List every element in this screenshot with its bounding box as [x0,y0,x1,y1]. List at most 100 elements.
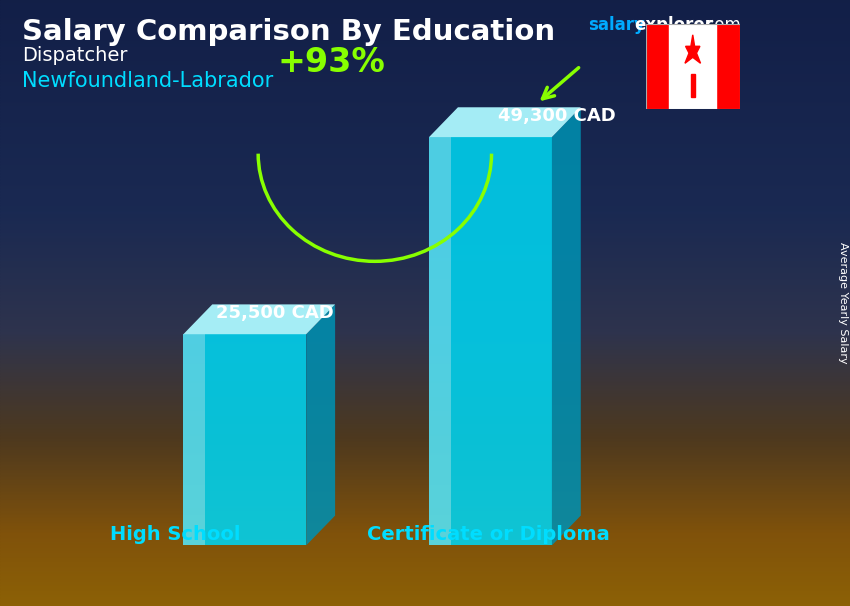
Bar [0,183,850,185]
Bar [0,156,850,158]
Bar [0,258,850,259]
Bar [0,0,850,1]
Bar [0,233,850,235]
Bar [0,315,850,316]
Bar [0,497,850,498]
Bar [0,150,850,152]
Text: High School: High School [110,525,241,544]
Bar [0,18,850,19]
Text: Average Yearly Salary: Average Yearly Salary [838,242,848,364]
Bar [0,222,850,224]
Bar [0,89,850,91]
Bar [0,479,850,480]
Bar [0,303,850,304]
Bar [0,232,850,233]
Bar [0,391,850,393]
Bar [0,376,850,377]
Bar [0,191,850,193]
Bar [0,201,850,203]
Polygon shape [206,335,306,545]
Bar [0,451,850,453]
Bar [0,238,850,239]
Bar [0,118,850,120]
Bar [0,506,850,508]
Bar [0,400,850,401]
Bar [0,504,850,506]
Bar [0,426,850,427]
Polygon shape [306,304,335,545]
Bar [0,182,850,183]
Bar [0,155,850,156]
Bar [0,345,850,347]
Bar [0,158,850,159]
Bar [0,509,850,510]
Bar [0,15,850,16]
Bar [0,65,850,67]
Bar [0,115,850,116]
Bar [0,480,850,482]
Bar [0,253,850,255]
Bar [0,389,850,391]
Bar [0,591,850,593]
Bar [0,307,850,309]
Bar [0,319,850,321]
Bar [0,456,850,458]
Bar [0,148,850,150]
Polygon shape [184,335,206,545]
Bar [0,6,850,7]
Bar [0,259,850,261]
Bar [0,393,850,394]
Bar [0,581,850,582]
Bar [0,406,850,407]
Bar [0,361,850,362]
Bar [0,514,850,515]
Text: +93%: +93% [278,46,385,79]
Bar [0,53,850,55]
Bar [0,536,850,538]
Bar [0,601,850,603]
Bar [0,236,850,238]
Bar [716,24,740,109]
Bar [0,227,850,228]
Bar [0,135,850,136]
Bar [0,221,850,222]
Bar [646,24,670,109]
Bar [0,84,850,85]
Bar [0,284,850,285]
Bar [0,418,850,419]
Bar [0,120,850,121]
Bar [0,447,850,448]
Bar [0,1,850,3]
Bar [0,528,850,530]
Bar [0,583,850,585]
Polygon shape [429,107,581,137]
Bar [0,255,850,256]
Bar [0,454,850,456]
Bar [0,261,850,262]
Bar [0,339,850,341]
Bar [0,512,850,514]
Bar [0,278,850,279]
Bar [0,177,850,179]
Bar [0,214,850,215]
Bar [0,195,850,197]
Bar [0,500,850,502]
Bar [0,371,850,373]
Bar [0,100,850,101]
Bar [0,508,850,509]
Bar [0,599,850,600]
Bar [0,336,850,338]
Bar [0,228,850,230]
Bar [0,587,850,588]
Bar [0,362,850,364]
Bar [0,35,850,36]
Bar [0,239,850,241]
Bar [0,210,850,212]
Bar [0,67,850,68]
Bar [0,215,850,216]
Bar [0,478,850,479]
Bar [0,561,850,562]
Bar [0,87,850,88]
Bar [0,55,850,56]
Bar [0,424,850,425]
